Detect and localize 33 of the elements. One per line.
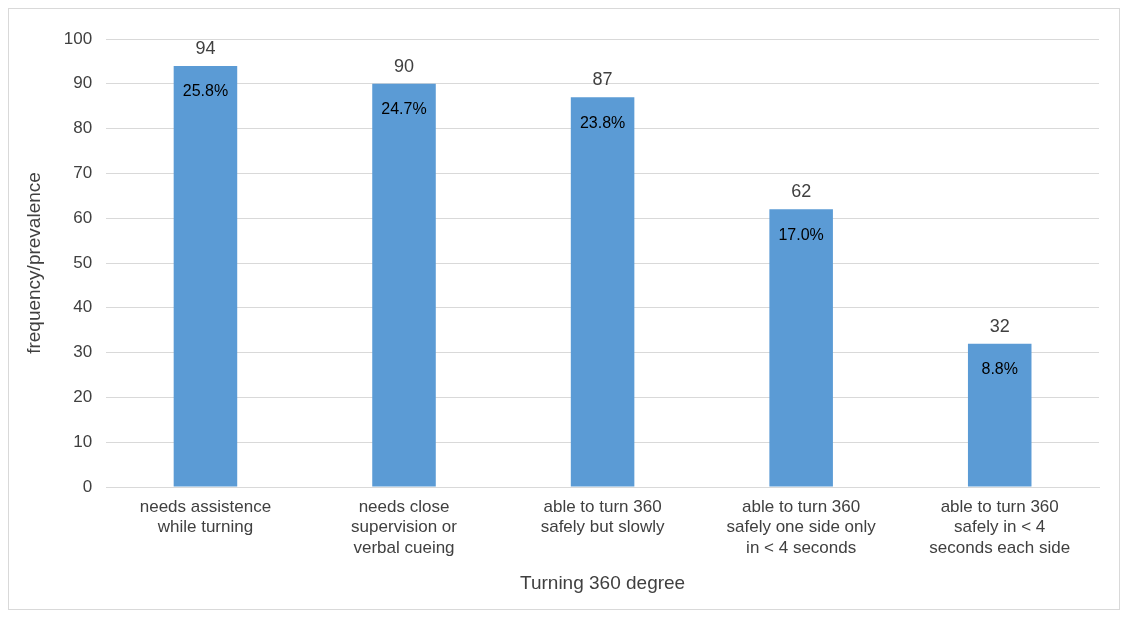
y-tick-label: 80 [73,118,93,138]
data-label: 94 [195,37,216,58]
x-tick-label: able to turn 360 safely but slowly [540,496,665,537]
y-tick-label: 20 [73,387,93,407]
annotation: 8.8% [981,360,1018,378]
bar [372,83,436,487]
data-label: 32 [989,315,1010,336]
bar [967,343,1032,487]
y-tick-label: 100 [63,28,93,48]
x-tick-label: able to turn 360 safely one side only in < 4 seconds [726,496,877,557]
x-tick-label: needs assistence while turning [139,496,272,537]
data-label: 90 [394,55,415,76]
annotation: 24.7% [381,100,427,118]
bar [570,97,635,487]
x-tick-label: needs close supervision or verbal cueing [351,496,458,557]
annotation: 25.8% [182,82,229,100]
data-label: 87 [592,69,613,90]
y-tick-label: 40 [73,297,93,317]
y-tick-label: 60 [73,207,93,227]
y-tick-label: 30 [73,342,93,362]
y-tick-label: 0 [82,476,93,496]
y-tick-label: 90 [73,73,93,93]
y-tick-label: 50 [73,252,93,272]
y-axis-title: frequency/prevalence [22,172,44,354]
y-tick-label: 10 [73,431,93,451]
annotation: 17.0% [778,225,824,243]
data-label: 62 [791,181,812,202]
annotation: 23.8% [579,113,626,131]
x-tick-label: able to turn 360 safely in < 4 seconds each side [929,496,1071,557]
y-tick-label: 70 [73,163,93,183]
x-axis-title: Turning 360 degree [520,571,686,593]
bar [769,209,833,487]
bar [173,65,238,487]
